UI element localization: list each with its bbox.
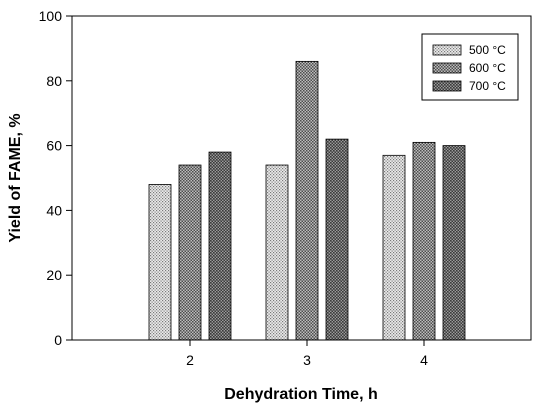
legend-label-500: 500 °C xyxy=(469,43,506,57)
y-axis-title: Yield of FAME, % xyxy=(7,113,24,242)
bar-4h-series-0 xyxy=(382,154,406,341)
bar-4h-series-1 xyxy=(412,141,436,341)
bar-2h-series-0 xyxy=(148,184,172,341)
plot-frame xyxy=(71,15,532,341)
x-tick-label: 3 xyxy=(303,352,311,368)
bar-3h-series-0 xyxy=(265,164,289,341)
legend-swatch-700 xyxy=(432,80,462,92)
y-tick-label: 0 xyxy=(54,332,62,348)
legend-label-600: 600 °C xyxy=(469,61,506,75)
bar-3h-series-2 xyxy=(325,138,349,341)
y-axis: 0 20 40 60 80 100 xyxy=(39,8,72,348)
legend-swatch-600 xyxy=(432,62,462,74)
y-tick-label: 20 xyxy=(46,267,62,283)
bar-4h-series-2 xyxy=(442,145,466,341)
x-tick-label: 4 xyxy=(420,352,428,368)
y-tick-label: 100 xyxy=(39,8,63,24)
y-tick-label: 40 xyxy=(46,202,62,218)
x-tick-label: 2 xyxy=(186,352,194,368)
bar-2h-series-1 xyxy=(178,164,202,341)
legend-label-700: 700 °C xyxy=(469,79,506,93)
legend-swatch-500 xyxy=(432,44,462,56)
x-axis-title: Dehydration Time, h xyxy=(224,386,378,403)
y-tick-label: 60 xyxy=(46,138,62,154)
bar-3h-series-1 xyxy=(295,60,319,341)
legend: 500 °C 600 °C 700 °C xyxy=(421,33,519,101)
x-axis: 2 3 4 xyxy=(186,340,428,368)
y-tick-label: 80 xyxy=(46,73,62,89)
bar-2h-series-2 xyxy=(208,151,232,341)
bars-group xyxy=(148,60,466,341)
